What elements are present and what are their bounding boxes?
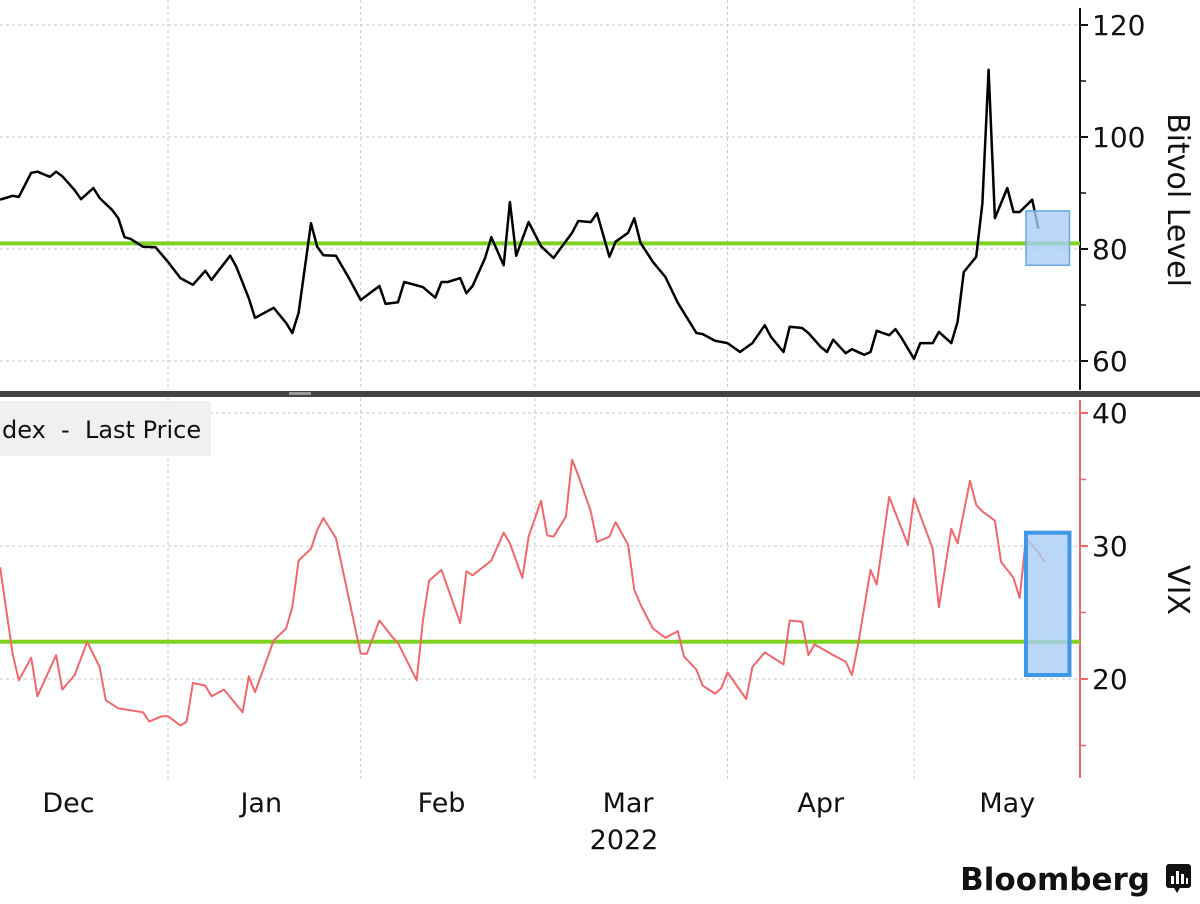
x-axis-year-label: 2022 [590,825,659,856]
bloomberg-logo: Bloomberg [960,862,1191,898]
vix-tick-label: 30 [1092,530,1128,563]
legend: dex - Last Price [0,401,211,456]
vix-axis-title: VIX [1160,565,1195,615]
panel-resize-handle-icon[interactable] [289,392,311,395]
vix-tick-label: 40 [1092,397,1128,430]
bitvol-tick-label: 80 [1092,233,1128,266]
bitvol-panel: 60 80 100 120 [0,8,1145,390]
vix-highlight-box [1026,533,1070,675]
bitvol-axis-title: Bitvol Level [1160,113,1195,287]
bitvol-tick-label: 60 [1092,345,1128,378]
bloomberg-chart-icon [1166,864,1191,893]
vix-tick-label: 20 [1092,663,1128,696]
x-tick-label-may: May [979,788,1035,819]
bloomberg-logo-text: Bloomberg [960,862,1150,898]
gridlines [0,0,1080,780]
vix-series-line [0,460,1045,726]
x-tick-label-feb: Feb [418,788,466,819]
vix-plot-area [0,460,1080,726]
bitvol-tick-label: 100 [1092,121,1145,154]
x-tick-label-apr: Apr [797,788,845,819]
panel-divider[interactable] [0,391,1200,397]
x-tick-label-dec: Dec [42,788,94,819]
bitvol-series-line [0,70,1038,359]
legend-text: dex - Last Price [2,416,201,444]
x-tick-label-jan: Jan [238,788,282,819]
x-tick-label-mar: Mar [603,788,655,819]
bitvol-tick-label: 120 [1092,9,1145,42]
x-axis: Dec Jan Feb Mar Apr May [42,788,1035,819]
bitvol-plot-area [0,70,1080,359]
bitvol-highlight-box [1026,211,1070,265]
